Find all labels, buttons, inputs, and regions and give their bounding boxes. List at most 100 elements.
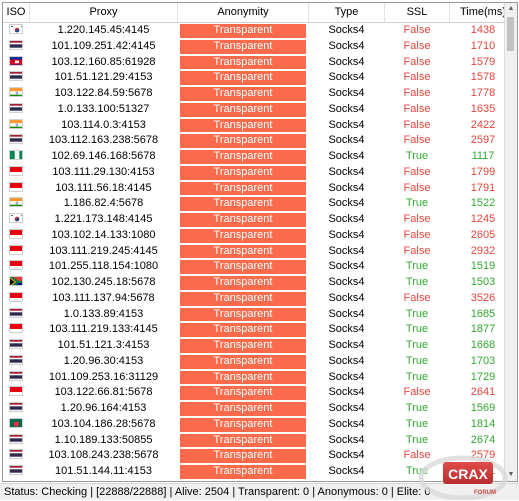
- table-row[interactable]: 103.108.243.238:5678 Transparent Socks4 Fal…: [3, 448, 517, 464]
- response-time: 1814: [470, 417, 496, 430]
- table-row[interactable]: 103.102.14.133:1080 Transparent Socks4 Fals…: [3, 228, 517, 244]
- ssl-status: False: [403, 87, 431, 99]
- proxy-address: 101.109.253.16:31129: [48, 370, 159, 383]
- scrollbar-thumb[interactable]: [507, 17, 514, 51]
- status-bar: Status: Checking | [22888/22888] | Alive…: [0, 483, 519, 500]
- scroll-down-arrow-icon[interactable]: ▼: [507, 471, 515, 478]
- proxy-address: 1.186.82.4:5678: [63, 197, 144, 210]
- anonymity-badge: Transparent: [180, 39, 306, 54]
- ssl-status: True: [405, 370, 429, 383]
- grid-header: ISO Proxy Anonymity Type SSL Time(ms): [3, 3, 517, 23]
- watermark-brand: CRAX: [448, 466, 488, 482]
- table-row[interactable]: 101.109.251.42:4145 Transparent Socks4 Fals…: [3, 39, 517, 55]
- proxy-address: 101.51.121.3:4153: [57, 339, 150, 351]
- proxy-address: 103.108.243.238:5678: [48, 449, 159, 462]
- flag-icon: [3, 133, 30, 149]
- table-row[interactable]: 103.111.219.133:4145 Transparent Socks4 Tru…: [3, 322, 517, 338]
- table-row[interactable]: 1.0.133.100:51327 Transparent Socks4 False 1…: [3, 102, 517, 118]
- table-row[interactable]: 101.51.121.29:4153 Transparent Socks4 False…: [3, 70, 517, 86]
- anonymity-badge: Transparent: [180, 370, 306, 385]
- table-row[interactable]: 102.69.146.168:5678 Transparent Socks4 True…: [3, 149, 517, 165]
- table-row[interactable]: 103.104.186.28:5678 Transparent Socks4 True…: [3, 417, 517, 433]
- anonymity-badge: Transparent: [180, 134, 306, 148]
- proxy-type: Socks4: [328, 228, 365, 241]
- table-row[interactable]: 103.114.0.3:4153 Transparent Socks4 False 24…: [3, 118, 517, 134]
- ssl-status: False: [403, 181, 431, 194]
- anonymity-badge: Transparent: [180, 55, 306, 70]
- table-row[interactable]: 1.0.133.89:4153 Transparent Socks4 True 1685: [3, 307, 517, 323]
- table-row[interactable]: 103.111.137.94:5678 Transparent Socks4 Fals…: [3, 291, 517, 307]
- flag-icon: [3, 275, 30, 291]
- ssl-status: False: [403, 102, 431, 115]
- proxy-address: 1.0.133.89:4153: [63, 307, 144, 320]
- response-time: 1245: [470, 213, 496, 225]
- table-row[interactable]: 103.111.29.130:4153 Transparent Socks4 Fals…: [3, 165, 517, 181]
- table-row[interactable]: 1.20.96.164:4153 Transparent Socks4 True 156…: [3, 401, 517, 417]
- anonymity-cell: Transparent: [178, 322, 309, 338]
- proxy-address: 102.69.146.168:5678: [51, 150, 156, 162]
- proxy-address: 1.20.96.164:4153: [60, 402, 147, 414]
- table-row[interactable]: 1.220.145.45:4145 Transparent Socks4 False 1…: [3, 23, 517, 39]
- table-row[interactable]: 103.111.219.245:4145 Transparent Socks4 Fal…: [3, 244, 517, 260]
- anonymity-cell: Transparent: [178, 149, 309, 165]
- table-row[interactable]: 1.221.173.148:4145 Transparent Socks4 False…: [3, 212, 517, 228]
- proxy-address: 103.111.29.130:4153: [52, 165, 155, 178]
- table-row[interactable]: 103.111.56.18:4145 Transparent Socks4 False…: [3, 181, 517, 197]
- flag-icon: [3, 291, 30, 307]
- table-row[interactable]: 103.12.160.85:61928 Transparent Socks4 Fals…: [3, 55, 517, 71]
- anonymity-badge: Transparent: [180, 276, 306, 290]
- anonymity-cell: Transparent: [178, 291, 309, 307]
- proxy-type: Socks4: [328, 102, 365, 115]
- flag-icon: [3, 401, 30, 417]
- anonymity-badge: Transparent: [180, 213, 306, 227]
- column-header-anonymity[interactable]: Anonymity: [178, 3, 309, 22]
- flag-icon: [3, 417, 30, 433]
- column-header-proxy[interactable]: Proxy: [30, 3, 178, 22]
- flag-icon: [3, 338, 30, 354]
- crax-forum-watermark-logo: CRAX FORUM: [418, 455, 508, 500]
- flag-icon: [3, 385, 30, 401]
- table-row[interactable]: 102.130.245.18:5678 Transparent Socks4 True…: [3, 275, 517, 291]
- ssl-status: False: [403, 39, 431, 52]
- ssl-status: True: [405, 339, 429, 351]
- table-row[interactable]: 101.51.121.3:4153 Transparent Socks4 True 16…: [3, 338, 517, 354]
- proxy-type: Socks4: [328, 433, 365, 446]
- scroll-up-arrow-icon[interactable]: ▲: [507, 5, 515, 12]
- ssl-status: True: [405, 150, 429, 162]
- anonymity-badge: Transparent: [180, 465, 306, 479]
- proxy-type: Socks4: [328, 197, 365, 210]
- proxy-type: Socks4: [328, 417, 365, 430]
- proxy-address: 101.51.121.29:4153: [54, 71, 153, 84]
- table-row[interactable]: 1.186.82.4:5678 Transparent Socks4 True 1522: [3, 196, 517, 212]
- proxy-address: 103.12.160.85:61928: [51, 55, 156, 68]
- column-header-type[interactable]: Type: [309, 3, 385, 22]
- response-time: 1877: [470, 323, 496, 336]
- column-header-iso[interactable]: ISO: [3, 3, 30, 22]
- flag-icon: [3, 149, 30, 165]
- table-row[interactable]: 103.122.66.81:5678 Transparent Socks4 False…: [3, 385, 517, 401]
- anonymity-badge: Transparent: [180, 87, 306, 101]
- flag-icon: [3, 212, 30, 228]
- table-row[interactable]: 101.109.253.16:31129 Transparent Socks4 Tru…: [3, 370, 517, 386]
- proxy-type: Socks4: [328, 181, 365, 194]
- table-row[interactable]: 103.112.163.238:5678 Transparent Socks4 Fal…: [3, 133, 517, 149]
- proxy-type: Socks4: [328, 71, 365, 84]
- flag-icon: [3, 433, 30, 449]
- anonymity-badge: Transparent: [180, 118, 306, 133]
- table-row[interactable]: 1.10.189.133:50855 Transparent Socks4 True 2…: [3, 433, 517, 449]
- vertical-scrollbar[interactable]: ▲ ▼: [504, 3, 517, 481]
- column-header-ssl[interactable]: SSL: [385, 3, 450, 22]
- proxy-results-grid[interactable]: ISO Proxy Anonymity Type SSL Time(ms) 1.…: [2, 2, 518, 482]
- proxy-address: 101.109.251.42:4145: [51, 39, 156, 52]
- proxy-type: Socks4: [328, 39, 365, 52]
- table-row[interactable]: 1.20.96.30:4153 Transparent Socks4 True 1703: [3, 354, 517, 370]
- anonymity-cell: Transparent: [178, 70, 309, 86]
- response-time: 2932: [470, 244, 496, 257]
- flag-icon: [3, 370, 30, 386]
- watermark-subtitle: FORUM: [474, 490, 496, 496]
- anonymity-cell: Transparent: [178, 133, 309, 149]
- table-row[interactable]: 103.122.84.59:5678 Transparent Socks4 False…: [3, 86, 517, 102]
- table-row[interactable]: 101.255.118.154:1080 Transparent Socks4 Tru…: [3, 259, 517, 275]
- response-time: 1578: [470, 71, 496, 84]
- anonymity-badge: Transparent: [180, 181, 306, 196]
